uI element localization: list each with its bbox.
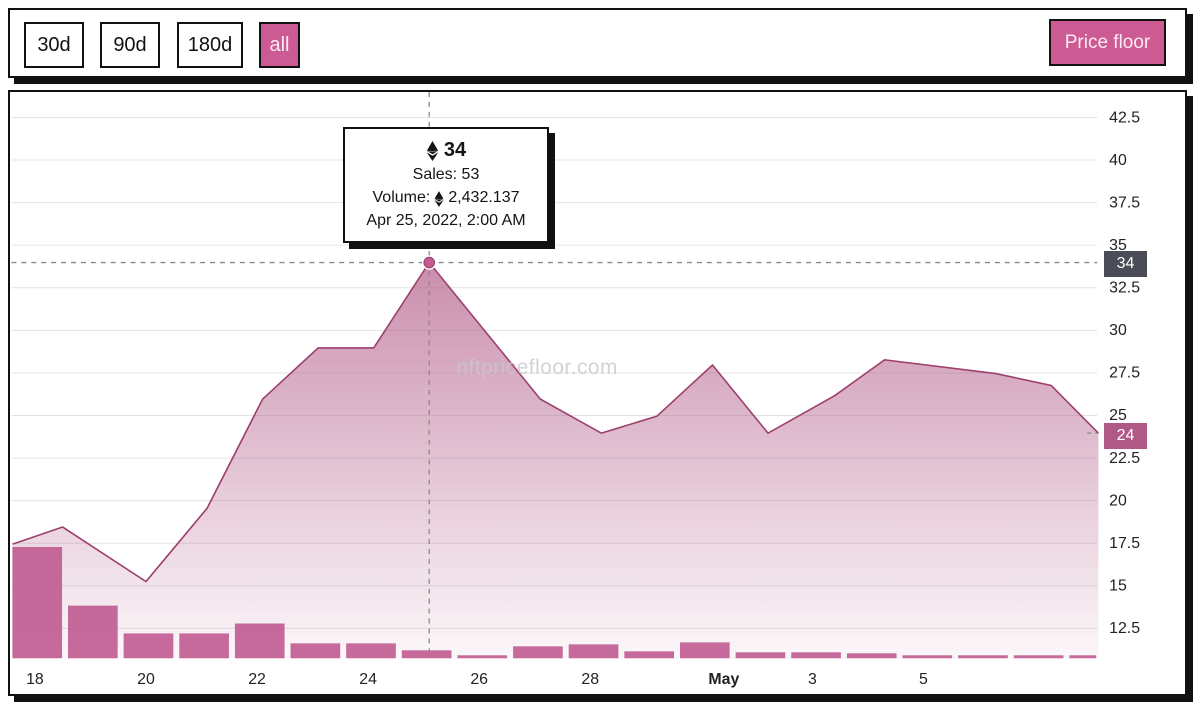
svg-text:20: 20 <box>137 671 155 688</box>
svg-text:42.5: 42.5 <box>1109 109 1140 126</box>
svg-text:15: 15 <box>1109 578 1127 595</box>
svg-text:28: 28 <box>581 671 599 688</box>
svg-text:22.5: 22.5 <box>1109 450 1140 467</box>
svg-text:40: 40 <box>1109 152 1127 169</box>
svg-text:22: 22 <box>248 671 266 688</box>
svg-text:3: 3 <box>808 671 817 688</box>
svg-text:May: May <box>708 671 739 688</box>
svg-text:17.5: 17.5 <box>1109 535 1140 552</box>
svg-text:nftpricefloor.com: nftpricefloor.com <box>456 356 617 379</box>
svg-text:12.5: 12.5 <box>1109 620 1140 637</box>
svg-text:24: 24 <box>359 671 377 688</box>
svg-text:20: 20 <box>1109 492 1127 509</box>
svg-text:30: 30 <box>1109 322 1127 339</box>
svg-text:27.5: 27.5 <box>1109 365 1140 382</box>
svg-text:18: 18 <box>26 671 44 688</box>
svg-text:25: 25 <box>1109 407 1127 424</box>
svg-text:37.5: 37.5 <box>1109 194 1140 211</box>
svg-text:32.5: 32.5 <box>1109 280 1140 297</box>
svg-text:26: 26 <box>470 671 488 688</box>
svg-text:5: 5 <box>919 671 928 688</box>
